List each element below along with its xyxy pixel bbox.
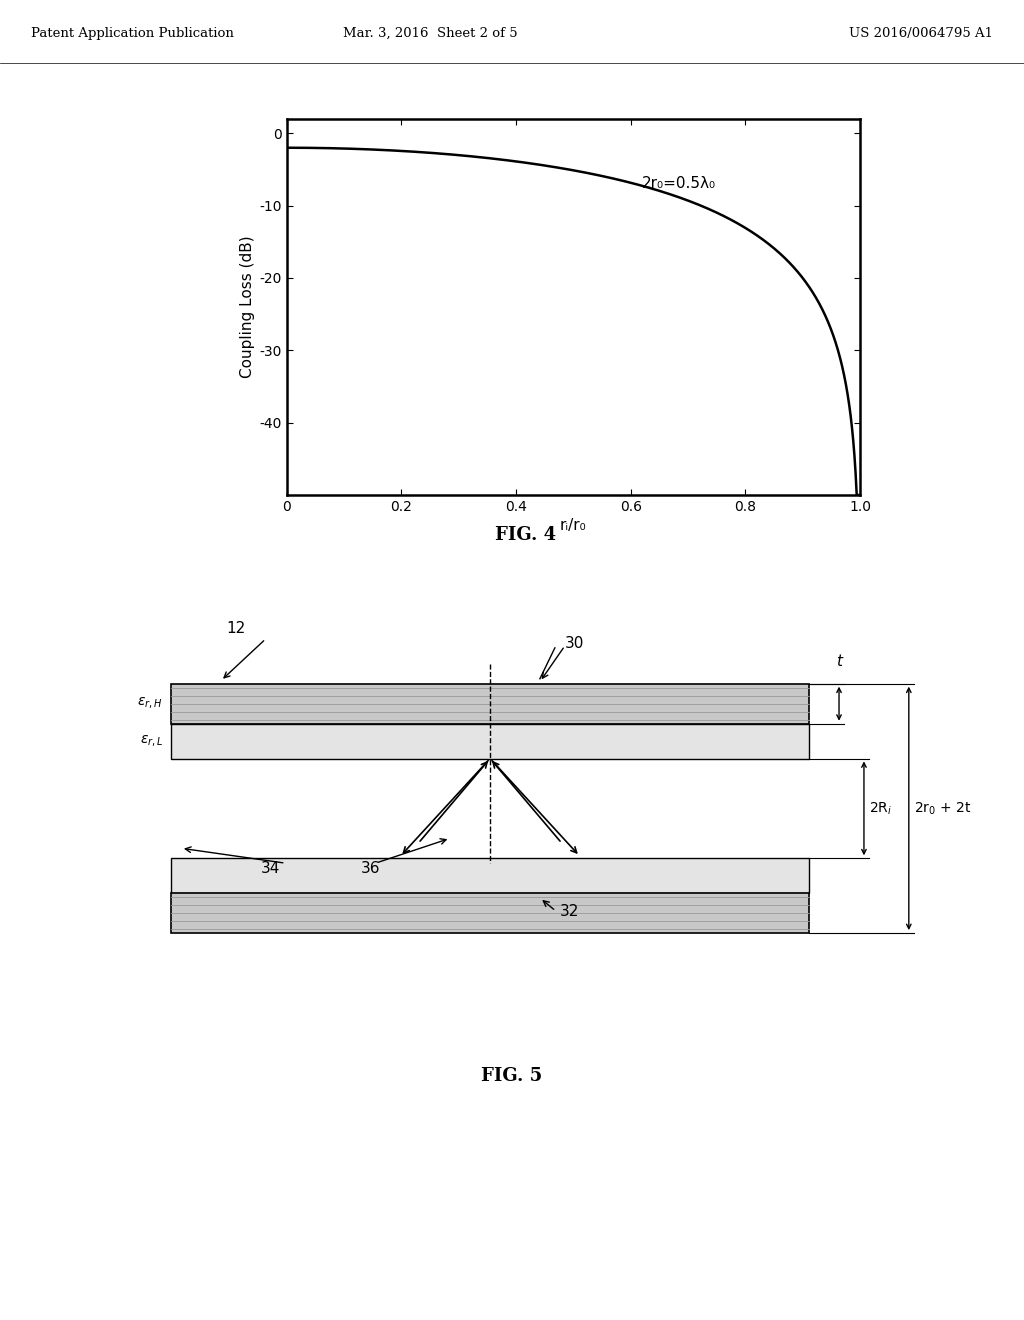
Text: $\varepsilon_{r,L}$: $\varepsilon_{r,L}$ <box>139 734 163 748</box>
Bar <box>171 684 809 723</box>
Text: 34: 34 <box>261 861 281 875</box>
Text: $\varepsilon_{r,H}$: $\varepsilon_{r,H}$ <box>137 696 163 711</box>
Bar <box>171 858 809 894</box>
Y-axis label: Coupling Loss (dB): Coupling Loss (dB) <box>241 235 255 379</box>
Text: 30: 30 <box>565 636 585 651</box>
Text: t: t <box>836 653 842 669</box>
Text: 2r₀=0.5λ₀: 2r₀=0.5λ₀ <box>642 177 717 191</box>
Text: 12: 12 <box>226 622 246 636</box>
Text: 2R$_i$: 2R$_i$ <box>869 800 892 817</box>
Text: 36: 36 <box>360 861 380 875</box>
Text: Mar. 3, 2016  Sheet 2 of 5: Mar. 3, 2016 Sheet 2 of 5 <box>343 26 517 40</box>
Text: 32: 32 <box>560 904 580 919</box>
Bar <box>171 894 809 933</box>
Text: Patent Application Publication: Patent Application Publication <box>31 26 233 40</box>
X-axis label: rᵢ/r₀: rᵢ/r₀ <box>560 517 587 533</box>
Text: 2r$_0$ + 2t: 2r$_0$ + 2t <box>913 800 972 817</box>
Text: FIG. 4: FIG. 4 <box>495 525 556 544</box>
Text: FIG. 5: FIG. 5 <box>481 1067 543 1085</box>
Bar <box>171 723 809 759</box>
Text: US 2016/0064795 A1: US 2016/0064795 A1 <box>849 26 993 40</box>
